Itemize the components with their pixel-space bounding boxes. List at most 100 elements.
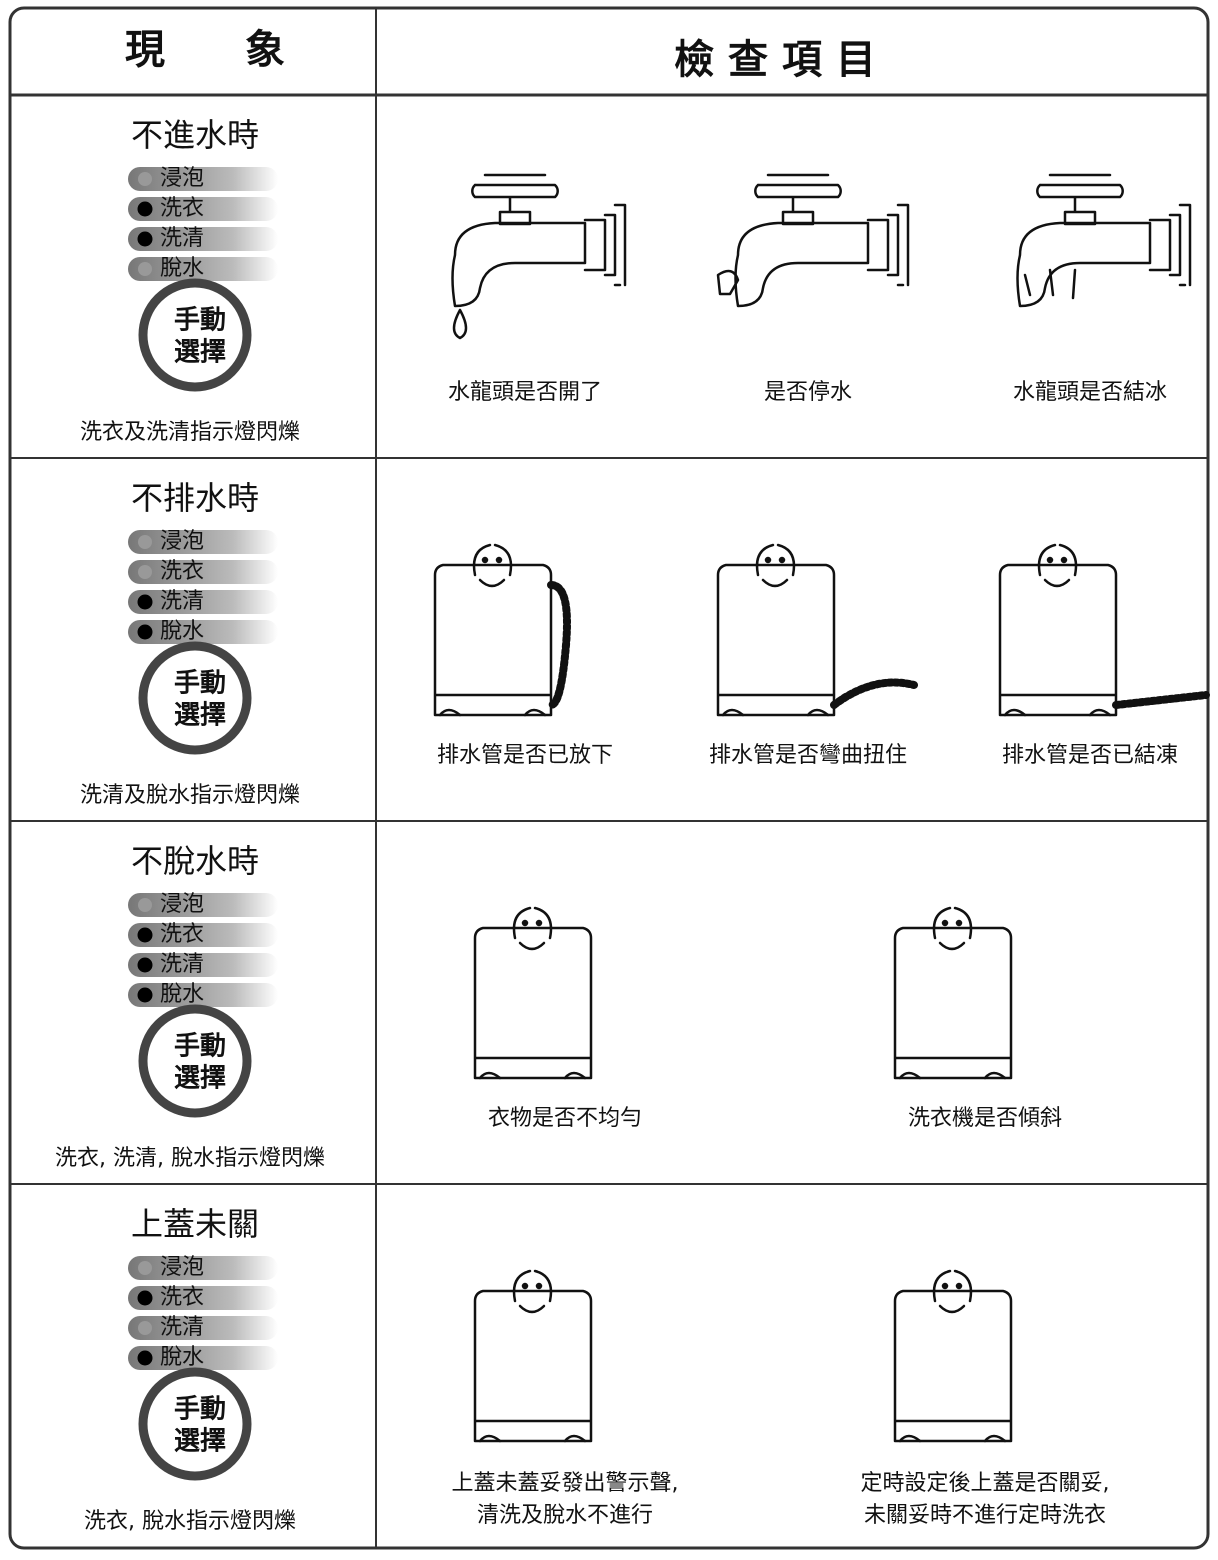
indicator-label: 洗衣 bbox=[160, 559, 204, 584]
indicator-pill bbox=[128, 227, 278, 251]
line-art bbox=[755, 543, 796, 577]
eye bbox=[955, 1282, 963, 1290]
indicator-pill bbox=[128, 257, 278, 281]
indicator-lamp bbox=[137, 1290, 153, 1306]
line-art bbox=[518, 1304, 546, 1314]
indicator-label: 脫水 bbox=[160, 1345, 204, 1370]
eye bbox=[535, 1282, 543, 1290]
line-art bbox=[438, 708, 547, 717]
symptom-title: 上蓋未關 bbox=[131, 1205, 259, 1243]
eye bbox=[941, 1282, 949, 1290]
eye bbox=[1046, 556, 1054, 564]
indicator-pill bbox=[128, 923, 278, 947]
line-art bbox=[518, 941, 546, 951]
line-art bbox=[998, 563, 1118, 717]
indicator-lamp bbox=[138, 262, 152, 276]
eye bbox=[521, 1282, 529, 1290]
line-art bbox=[754, 173, 842, 226]
eye bbox=[1060, 556, 1068, 564]
line-art bbox=[898, 1434, 1007, 1443]
line-art bbox=[473, 1289, 593, 1443]
indicator-lamp bbox=[137, 594, 153, 610]
washer-illustration bbox=[998, 543, 1210, 717]
indicator-pill bbox=[128, 590, 278, 614]
indicator-lamp bbox=[138, 1261, 152, 1275]
indicator-lamp bbox=[138, 535, 152, 549]
manual-button-label: 選擇 bbox=[174, 701, 226, 731]
symptom-title: 不排水時 bbox=[131, 479, 259, 517]
line-art bbox=[1037, 543, 1078, 577]
check-caption: 定時設定後上蓋是否關妥, bbox=[861, 1471, 1110, 1496]
symptom-caption: 洗衣, 脫水指示燈閃爍 bbox=[84, 1509, 296, 1534]
eye bbox=[521, 919, 529, 927]
indicator-label: 洗清 bbox=[160, 952, 204, 977]
outer-border bbox=[8, 6, 1210, 1550]
eye bbox=[941, 919, 949, 927]
indicator-lamp bbox=[138, 1321, 152, 1335]
indicator-label: 洗衣 bbox=[160, 196, 204, 221]
indicator-label: 浸泡 bbox=[160, 892, 204, 917]
indicator-pill bbox=[128, 953, 278, 977]
check-caption: 排水管是否彎曲扭住 bbox=[709, 743, 907, 768]
check-caption: 上蓋未蓋妥發出警示聲, bbox=[452, 1471, 679, 1496]
manual-button-label: 手動 bbox=[174, 1032, 226, 1062]
line-art bbox=[547, 581, 571, 709]
eye bbox=[764, 556, 772, 564]
indicator-pill bbox=[128, 560, 278, 584]
check-caption: 水龍頭是否結冰 bbox=[1013, 380, 1167, 405]
indicator-label: 洗清 bbox=[160, 226, 204, 251]
washer-illustration bbox=[473, 906, 593, 1080]
indicator-label: 洗衣 bbox=[160, 1285, 204, 1310]
header-checks: 檢 查 項 目 bbox=[674, 37, 876, 83]
line-art bbox=[1023, 268, 1077, 300]
indicator-pill bbox=[128, 197, 278, 221]
indicator-label: 浸泡 bbox=[160, 529, 204, 554]
line-art bbox=[1003, 708, 1112, 717]
line-art bbox=[938, 941, 966, 951]
washer-illustration bbox=[893, 1269, 1013, 1443]
indicator-lamp bbox=[138, 565, 152, 579]
line-art bbox=[938, 1304, 966, 1314]
faucet-illustration bbox=[716, 173, 910, 308]
line-art bbox=[473, 926, 593, 1080]
manual-button bbox=[138, 1004, 252, 1118]
indicator-lamp bbox=[137, 231, 153, 247]
manual-button-label: 選擇 bbox=[174, 1427, 226, 1457]
washer-illustration bbox=[433, 543, 571, 717]
line-art bbox=[830, 678, 918, 709]
line-art bbox=[478, 578, 506, 588]
eye bbox=[481, 556, 489, 564]
line-art bbox=[1016, 221, 1152, 308]
check-caption: 排水管是否已放下 bbox=[437, 743, 613, 768]
symptom-caption: 洗衣, 洗清, 脫水指示燈閃爍 bbox=[55, 1146, 325, 1171]
manual-button-label: 手動 bbox=[174, 669, 226, 699]
symptom-caption: 洗衣及洗清指示燈閃爍 bbox=[80, 420, 300, 445]
washer-illustration bbox=[716, 543, 918, 717]
check-caption: 排水管是否已結凍 bbox=[1002, 743, 1178, 768]
line-art bbox=[932, 906, 973, 940]
line-art bbox=[452, 308, 468, 340]
indicator-label: 洗衣 bbox=[160, 922, 204, 947]
eye bbox=[778, 556, 786, 564]
indicator-label: 浸泡 bbox=[160, 1255, 204, 1280]
indicator-pill bbox=[128, 893, 278, 917]
line-art bbox=[721, 708, 830, 717]
washer-illustration bbox=[473, 1269, 593, 1443]
line-art bbox=[893, 926, 1013, 1080]
line-art bbox=[478, 1434, 587, 1443]
indicator-pill bbox=[128, 1256, 278, 1280]
indicator-pill bbox=[128, 530, 278, 554]
symptom-title: 不進水時 bbox=[131, 116, 259, 154]
indicator-label: 洗清 bbox=[160, 1315, 204, 1340]
indicator-pill bbox=[128, 1346, 278, 1370]
line-art bbox=[932, 1269, 973, 1303]
line-art bbox=[583, 203, 627, 287]
indicator-lamp bbox=[137, 201, 153, 217]
indicator-label: 脫水 bbox=[160, 619, 204, 644]
eye bbox=[495, 556, 503, 564]
line-art bbox=[734, 221, 870, 308]
line-art bbox=[1043, 578, 1071, 588]
indicator-label: 脫水 bbox=[160, 982, 204, 1007]
line-art bbox=[716, 269, 740, 296]
